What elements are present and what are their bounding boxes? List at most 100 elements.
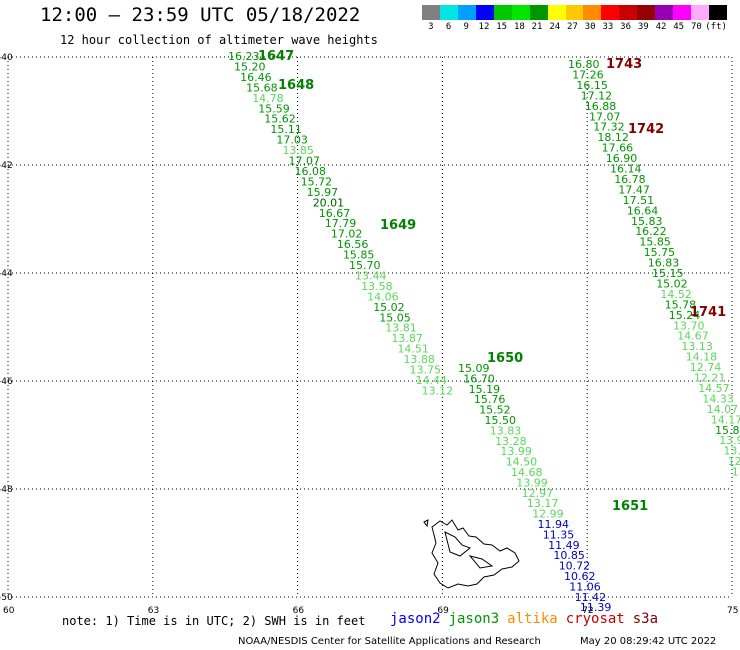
colorbar-label: 36 <box>620 22 631 32</box>
wave-height-label: 16.15 <box>576 79 608 92</box>
wave-height-label: 16.83 <box>648 257 680 270</box>
wave-height-label: 15.24 <box>669 309 701 322</box>
colorbar-swatch <box>529 5 548 20</box>
colorbar-swatch <box>457 5 476 20</box>
colorbar-label: 33 <box>602 22 614 32</box>
colorbar-swatch <box>547 5 566 20</box>
wave-height-label: 11.49 <box>548 539 580 552</box>
wave-height-label: 15.62 <box>264 113 296 126</box>
colorbar-swatch <box>691 5 709 20</box>
colorbar-label: (ft) <box>705 22 727 32</box>
colorbar-label: 24 <box>549 22 561 32</box>
colorbar-label: 70 <box>690 22 702 32</box>
wave-height-label: 17.79 <box>325 217 357 230</box>
wave-height-label: 17.51 <box>623 194 655 207</box>
wave-height-label: 14.06 <box>367 290 399 303</box>
lat-label: -40 <box>0 53 13 63</box>
lon-label: 63 <box>148 606 159 616</box>
wave-height-label: 15.85 <box>343 249 375 262</box>
map-subtitle: 12 hour collection of altimeter wave hei… <box>60 33 378 47</box>
pass-time-label: 1743 <box>606 57 642 72</box>
wave-height-label: 14.07 <box>707 403 739 416</box>
wave-height-label: 14.18 <box>686 351 718 364</box>
legend-jason2: jason2 <box>390 611 441 627</box>
colorbar-label: 21 <box>531 22 543 32</box>
wave-height-label: 13.28 <box>495 435 526 448</box>
wave-height-label: 13.81 <box>385 322 417 335</box>
wave-height-label: 13.85 <box>282 144 314 157</box>
wave-height-label: 12.74 <box>690 361 722 374</box>
kerguelen-island <box>423 519 520 589</box>
colorbar-label: 12 <box>478 22 490 32</box>
colorbar-label: 3 <box>428 22 434 32</box>
wave-height-label: 12.97 <box>522 487 554 500</box>
legend-jason3: jason3 <box>448 611 500 627</box>
colorbar-swatch <box>637 5 656 20</box>
wave-height-label: 13.70 <box>673 319 705 332</box>
wave-height-label: 13.17 <box>527 497 559 510</box>
wave-height-label: 13.87 <box>391 332 423 345</box>
wave-height-label: 12.7 <box>728 455 740 468</box>
wave-height-label: 16.88 <box>585 100 617 113</box>
track-3: 16.8017.2616.1517.1216.8817.0717.3218.12… <box>568 57 740 479</box>
colorbar-label: 27 <box>567 22 578 32</box>
wave-height-label: 15.83 <box>631 215 663 228</box>
wave-height-label: 14.68 <box>511 466 543 479</box>
wave-height-label: 12.21 <box>694 372 726 385</box>
wave-height-label: 15.15 <box>652 267 684 280</box>
wave-height-label: 16.08 <box>295 165 327 178</box>
wave-height-label: 17.07 <box>589 110 621 123</box>
colorbar-label: 15 <box>496 22 508 32</box>
colorbar-swatch <box>493 5 512 20</box>
wave-height-label: 10.62 <box>564 570 596 583</box>
colorbar-labels: 3 6 9 12 15 18 21 24 27 30 33 36 39 42 45 70 (ft) <box>422 22 727 34</box>
pass-time-label: 1648 <box>278 78 314 93</box>
credit-line: NOAA/NESDIS Center for Satellite Applica… <box>238 636 541 647</box>
altimeter-tracks: 16.2315.2016.4615.6814.7815.5915.6215.11… <box>228 49 740 614</box>
wave-height-label: 16.78 <box>614 173 646 186</box>
wave-height-label: 16.14 <box>610 163 642 176</box>
timestamp: May 20 08:29:42 UTC 2022 <box>580 636 717 647</box>
wave-height-label: 15.20 <box>234 60 265 73</box>
wave-height-label: 11.94 <box>538 518 570 531</box>
wave-height-label: 15.02 <box>656 277 688 290</box>
wave-height-label: 14.44 <box>416 374 448 387</box>
wave-height-label: 17.03 <box>276 134 308 147</box>
wave-height-label: 13.99 <box>500 445 532 458</box>
colorbar-swatch <box>619 5 638 20</box>
wave-height-label: 15.75 <box>644 246 676 259</box>
wave-height-label: 16.22 <box>635 225 667 238</box>
colorbar-label: 39 <box>637 22 649 32</box>
wave-height-label: 15.05 <box>379 311 411 324</box>
colorbar-label: 30 <box>584 22 596 32</box>
colorbar-swatch <box>511 5 530 20</box>
wave-height-label: 15.78 <box>665 298 697 311</box>
colorbar-swatch <box>709 5 727 20</box>
wave-height-label: 13.9 <box>719 434 740 447</box>
wave-height-label: 11.42 <box>575 591 607 604</box>
colorbar-swatch <box>475 5 494 20</box>
wave-height-label: 15.70 <box>349 259 381 272</box>
wave-height-label: 16.67 <box>319 207 351 220</box>
wave-height-label: 20.01 <box>313 196 345 209</box>
wave-height-label: 15.72 <box>301 175 333 188</box>
colorbar-swatch <box>655 5 674 20</box>
wave-height-label: 15.19 <box>469 383 501 396</box>
lat-label: -42 <box>0 161 13 171</box>
wave-height-label: 16.70 <box>463 372 495 385</box>
wave-height-label: 14.17 <box>711 413 740 426</box>
wave-height-label: 14.51 <box>397 343 429 356</box>
wave-height-label: 16.80 <box>568 58 600 71</box>
footer-note: note: 1) Time is in UTC; 2) SWH is in fe… <box>62 614 366 628</box>
wave-height-label: 15.97 <box>307 186 339 199</box>
colorbar-swatch <box>439 5 458 20</box>
colorbar-swatch <box>583 5 602 20</box>
wave-height-label: 17.07 <box>289 155 321 168</box>
lat-label: -46 <box>0 377 13 387</box>
wave-height-label: 16.23 <box>228 50 260 63</box>
satellite-legend: jason2 jason3 altika cryosat s3a <box>390 611 666 627</box>
wave-height-label: 11.35 <box>543 528 575 541</box>
wave-height-label: 15.02 <box>373 301 405 314</box>
wave-height-label: 11.06 <box>569 580 601 593</box>
